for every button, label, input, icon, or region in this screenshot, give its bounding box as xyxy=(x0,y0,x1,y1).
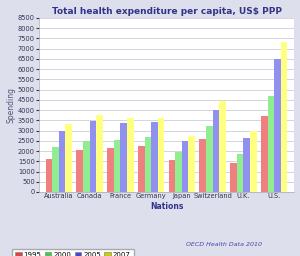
Bar xyxy=(76,150,83,192)
Bar xyxy=(169,160,175,192)
Bar xyxy=(46,159,52,192)
Text: OECD Health Data 2010: OECD Health Data 2010 xyxy=(186,242,262,247)
Bar xyxy=(120,123,127,192)
Bar xyxy=(237,154,243,192)
Bar xyxy=(281,42,287,192)
Bar xyxy=(250,131,256,192)
Bar xyxy=(138,145,145,192)
Bar xyxy=(188,136,195,192)
Legend: 1995, 2000, 2005, 2007: 1995, 2000, 2005, 2007 xyxy=(12,249,134,256)
Bar xyxy=(151,122,158,192)
Bar xyxy=(145,137,151,192)
Bar xyxy=(90,121,96,192)
Bar xyxy=(127,119,134,192)
Bar xyxy=(107,148,114,192)
Bar xyxy=(175,152,182,192)
Bar xyxy=(96,115,103,192)
Bar xyxy=(261,116,268,192)
Bar xyxy=(200,139,206,192)
Bar xyxy=(274,59,281,192)
Title: Total health expenditure per capita, US$ PPP: Total health expenditure per capita, US$… xyxy=(52,7,281,16)
Bar xyxy=(83,141,90,192)
Bar xyxy=(206,126,213,192)
Y-axis label: Spending: Spending xyxy=(6,87,15,123)
Bar xyxy=(182,141,188,192)
Bar xyxy=(213,110,219,192)
Bar xyxy=(59,131,65,192)
Bar xyxy=(268,96,274,192)
Bar xyxy=(114,140,120,192)
Bar xyxy=(243,138,250,192)
Bar xyxy=(52,146,59,192)
X-axis label: Nations: Nations xyxy=(150,202,183,211)
Bar xyxy=(219,101,226,192)
Bar xyxy=(230,163,237,192)
Bar xyxy=(158,118,164,192)
Bar xyxy=(65,124,72,192)
